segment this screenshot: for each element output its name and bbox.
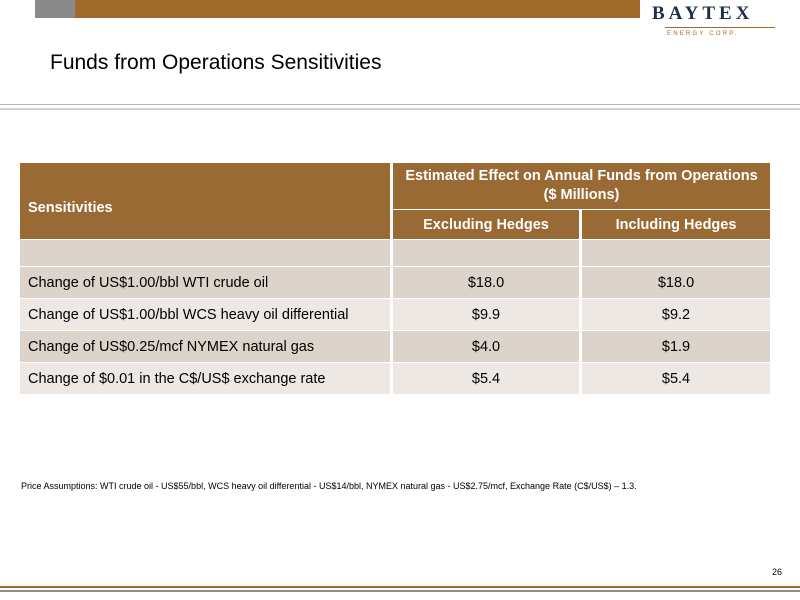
row-label: Change of $0.01 in the C$/US$ exchange r… xyxy=(20,362,390,394)
row-label: Change of US$1.00/bbl WTI crude oil xyxy=(20,266,390,298)
price-assumptions-note: Price Assumptions: WTI crude oil - US$55… xyxy=(21,481,637,491)
header-estimated-effect: Estimated Effect on Annual Funds from Op… xyxy=(393,163,770,209)
empty-cell xyxy=(20,239,390,266)
row-incl-value: $1.9 xyxy=(582,330,770,362)
row-incl-value: $5.4 xyxy=(582,362,770,394)
company-logo: BAYTEX ENERGY CORP. xyxy=(640,0,800,48)
row-excl-value: $5.4 xyxy=(393,362,579,394)
table-row: Change of US$1.00/bbl WCS heavy oil diff… xyxy=(20,298,770,330)
row-excl-value: $4.0 xyxy=(393,330,579,362)
table-row: Change of $0.01 in the C$/US$ exchange r… xyxy=(20,362,770,394)
logo-divider xyxy=(665,27,775,28)
row-incl-value: $9.2 xyxy=(582,298,770,330)
logo-name: BAYTEX xyxy=(652,3,754,24)
page-number: 26 xyxy=(772,567,783,577)
header-including-hedges: Including Hedges xyxy=(582,209,770,239)
table-row-empty xyxy=(20,239,770,266)
sensitivities-table: Sensitivities Estimated Effect on Annual… xyxy=(17,163,773,394)
title-divider-shadow xyxy=(0,108,800,110)
logo-subtitle: ENERGY CORP. xyxy=(667,31,739,37)
empty-cell xyxy=(582,239,770,266)
row-label: Change of US$1.00/bbl WCS heavy oil diff… xyxy=(20,298,390,330)
row-incl-value: $18.0 xyxy=(582,266,770,298)
empty-cell xyxy=(393,239,579,266)
header-sensitivities: Sensitivities xyxy=(20,163,390,239)
row-excl-value: $18.0 xyxy=(393,266,579,298)
header-gray-block xyxy=(35,0,75,18)
row-label: Change of US$0.25/mcf NYMEX natural gas xyxy=(20,330,390,362)
header-excluding-hedges: Excluding Hedges xyxy=(393,209,579,239)
table-row: Change of US$0.25/mcf NYMEX natural gas … xyxy=(20,330,770,362)
row-excl-value: $9.9 xyxy=(393,298,579,330)
slide-title: Funds from Operations Sensitivities xyxy=(50,51,382,74)
table-row: Change of US$1.00/bbl WTI crude oil $18.… xyxy=(20,266,770,298)
footer-brown-line xyxy=(0,586,800,588)
title-divider xyxy=(0,104,800,105)
header-brown-bar xyxy=(75,0,640,18)
footer-gray-line xyxy=(0,590,800,592)
